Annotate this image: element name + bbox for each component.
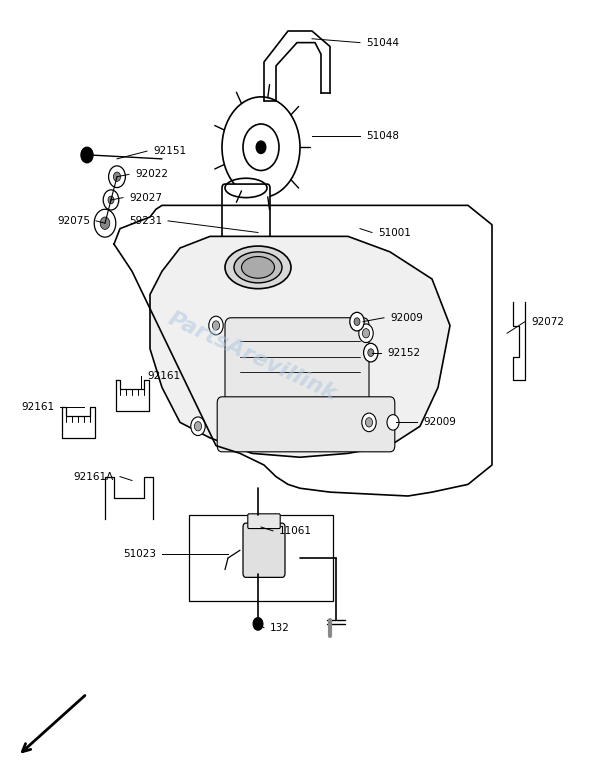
Circle shape xyxy=(108,196,114,204)
Text: 92152: 92152 xyxy=(387,348,420,357)
Text: 92075: 92075 xyxy=(57,216,90,226)
Circle shape xyxy=(365,418,373,427)
Text: 51048: 51048 xyxy=(366,131,399,140)
FancyBboxPatch shape xyxy=(225,318,369,434)
Circle shape xyxy=(94,209,116,237)
Circle shape xyxy=(354,318,360,326)
Text: PartsArevillink: PartsArevillink xyxy=(164,308,340,405)
Circle shape xyxy=(194,422,202,431)
Text: 92009: 92009 xyxy=(423,418,456,427)
Text: 92161: 92161 xyxy=(21,402,54,412)
Text: 92072: 92072 xyxy=(531,317,564,326)
Circle shape xyxy=(362,413,376,432)
FancyBboxPatch shape xyxy=(248,514,280,529)
Circle shape xyxy=(253,618,263,630)
Circle shape xyxy=(191,417,205,436)
Text: 92022: 92022 xyxy=(135,170,168,179)
Circle shape xyxy=(100,217,110,229)
Ellipse shape xyxy=(234,252,282,283)
Text: 51023: 51023 xyxy=(123,549,156,559)
Circle shape xyxy=(209,316,223,335)
Circle shape xyxy=(113,172,121,181)
Text: 51044: 51044 xyxy=(366,38,399,47)
Circle shape xyxy=(256,141,266,153)
Circle shape xyxy=(212,321,220,330)
Circle shape xyxy=(368,349,374,356)
Ellipse shape xyxy=(241,257,275,278)
Circle shape xyxy=(350,312,364,331)
Text: 92151: 92151 xyxy=(153,146,186,156)
Text: 92009: 92009 xyxy=(390,313,423,322)
Circle shape xyxy=(359,324,373,343)
FancyBboxPatch shape xyxy=(217,397,395,452)
Text: 132: 132 xyxy=(270,623,290,632)
Circle shape xyxy=(103,190,119,210)
Circle shape xyxy=(364,343,378,362)
Text: 59231: 59231 xyxy=(129,216,162,226)
Circle shape xyxy=(81,147,93,163)
Polygon shape xyxy=(150,236,450,457)
Circle shape xyxy=(362,329,370,338)
Text: 92027: 92027 xyxy=(129,193,162,202)
FancyBboxPatch shape xyxy=(243,523,285,577)
Text: 92161A: 92161A xyxy=(74,472,114,481)
FancyBboxPatch shape xyxy=(189,515,333,601)
Circle shape xyxy=(387,415,399,430)
Text: 11061: 11061 xyxy=(279,526,312,536)
Text: 92161: 92161 xyxy=(147,371,180,381)
FancyBboxPatch shape xyxy=(222,184,270,257)
Ellipse shape xyxy=(225,246,291,289)
Circle shape xyxy=(109,166,125,188)
Text: 51001: 51001 xyxy=(378,228,411,237)
